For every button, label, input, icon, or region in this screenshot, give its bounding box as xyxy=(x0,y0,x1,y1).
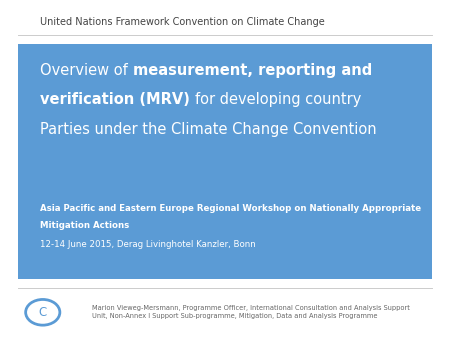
Text: Overview of: Overview of xyxy=(40,63,133,77)
Text: Asia Pacific and Eastern Europe Regional Workshop on Nationally Appropriate: Asia Pacific and Eastern Europe Regional… xyxy=(40,204,422,214)
Text: Unit, Non-Annex I Support Sub-programme, Mitigation, Data and Analysis Programme: Unit, Non-Annex I Support Sub-programme,… xyxy=(92,313,378,319)
Bar xyxy=(18,44,432,279)
Text: verification (MRV): verification (MRV) xyxy=(40,92,195,107)
Text: United Nations Framework Convention on Climate Change: United Nations Framework Convention on C… xyxy=(40,17,325,27)
Text: 12-14 June 2015, Derag Livinghotel Kanzler, Bonn: 12-14 June 2015, Derag Livinghotel Kanzl… xyxy=(40,240,256,249)
Text: Marion Vieweg-Mersmann, Programme Officer, International Consultation and Analys: Marion Vieweg-Mersmann, Programme Office… xyxy=(92,305,410,311)
Text: for developing country: for developing country xyxy=(195,92,362,107)
Text: measurement, reporting and: measurement, reporting and xyxy=(133,63,372,77)
Text: Mitigation Actions: Mitigation Actions xyxy=(40,221,130,230)
Text: Parties under the Climate Change Convention: Parties under the Climate Change Convent… xyxy=(40,122,377,137)
Text: C: C xyxy=(39,306,47,319)
